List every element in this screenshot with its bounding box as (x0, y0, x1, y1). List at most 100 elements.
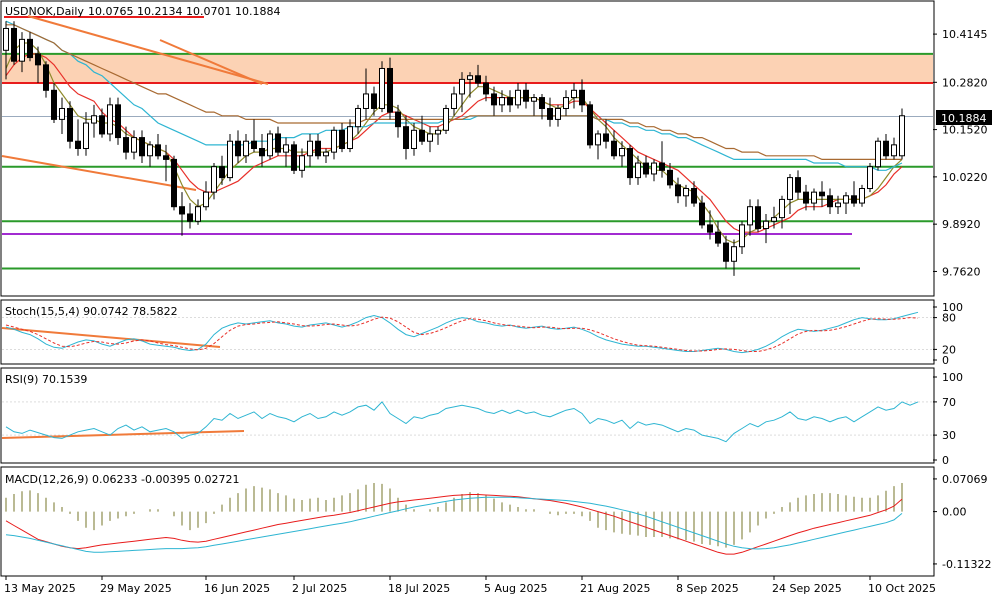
candle (755, 199, 761, 233)
date-axis-tick: 29 May 2025 (100, 582, 172, 595)
candle (435, 126, 441, 145)
candle-bear (75, 140, 81, 150)
candle (171, 155, 177, 211)
candle-bull (619, 148, 625, 157)
stoch-trendline (1, 327, 221, 348)
candle (267, 130, 273, 160)
candle (179, 192, 185, 236)
candle-bear (387, 67, 393, 113)
candle-bear (755, 206, 761, 230)
candle (811, 188, 817, 211)
candle (27, 32, 33, 62)
price-axis-tick: 9.7620 (942, 265, 981, 278)
candle (331, 126, 337, 160)
candle (771, 206, 777, 229)
candle (595, 130, 601, 160)
candle (563, 90, 569, 116)
rsi-layer (1, 401, 933, 443)
candle (619, 141, 625, 167)
candle-bull (731, 246, 737, 262)
date-axis-tick: 10 Oct 2025 (868, 582, 936, 595)
candle-bull (811, 191, 817, 204)
price-axis-tick: 10.4145 (942, 28, 988, 41)
candle (35, 46, 41, 84)
candle-bear (99, 115, 105, 135)
candle (851, 181, 857, 207)
panel-rsi (0, 367, 935, 464)
candle-bull (267, 133, 273, 157)
candle-bull (451, 93, 457, 109)
candle-bear (627, 148, 633, 179)
candle-bull (867, 166, 873, 190)
candle (483, 75, 489, 102)
candle (475, 64, 481, 87)
candle (259, 133, 265, 167)
date-axis-tick: 2 Jul 2025 (292, 582, 347, 595)
candle (299, 148, 305, 178)
candle-bull (331, 129, 337, 153)
candle (859, 184, 865, 207)
candle (507, 90, 513, 113)
candle (515, 83, 521, 109)
date-axis-tick: 16 Jun 2025 (204, 582, 270, 595)
rsi-axis-tick: 100 (942, 371, 963, 384)
candle (643, 155, 649, 178)
candle (675, 177, 681, 204)
candle-bear (187, 213, 193, 222)
candle (715, 221, 721, 247)
candle-bull (515, 89, 521, 106)
candle-bull (843, 195, 849, 204)
candle (491, 86, 497, 116)
candle-bear (419, 129, 425, 142)
candle-bull (763, 220, 769, 230)
candle (235, 130, 241, 164)
candle (667, 163, 673, 189)
candle (547, 97, 553, 127)
candle (891, 137, 897, 160)
date-axis-tick: 5 Aug 2025 (484, 582, 547, 595)
panel-macd (0, 466, 935, 577)
candle (203, 181, 209, 211)
candle-bull (363, 93, 369, 109)
candle (163, 144, 169, 182)
candle-bear (371, 93, 377, 109)
macd-title: MACD(12,26,9) 0.06233 -0.00395 0.02721 (5, 473, 239, 486)
candle (11, 21, 17, 65)
stoch-axis-tick: 0 (942, 354, 949, 367)
candle-bull (3, 27, 9, 51)
candle-bear (667, 169, 673, 186)
candle (571, 83, 577, 109)
candle-bear (603, 133, 609, 142)
candle (411, 123, 417, 156)
stoch-title: Stoch(15,5,4) 90.0742 78.5822 (5, 305, 178, 318)
macd-main-line (5, 496, 903, 553)
candle-bear (403, 126, 409, 150)
candle-bull (427, 133, 433, 142)
candle-bull (683, 188, 689, 197)
candle-bull (443, 107, 449, 131)
date-axis-tick: 13 May 2025 (4, 582, 76, 595)
candle (227, 133, 233, 182)
macd-axis-tick: 0.00 (942, 506, 967, 519)
candle (107, 97, 113, 142)
candle-bear (491, 93, 497, 106)
candle (419, 115, 425, 145)
rsi-title: RSI(9) 70.1539 (5, 373, 87, 386)
candle (731, 239, 737, 276)
candle-bull (323, 151, 329, 157)
candle-bull (739, 224, 745, 248)
candle-bull (835, 202, 841, 208)
candle-bear (35, 53, 41, 66)
date-axis-tick: 24 Sep 2025 (772, 582, 842, 595)
candle (131, 130, 137, 160)
candle (115, 97, 121, 145)
candle-bear (171, 158, 177, 208)
candle (99, 108, 105, 138)
candle (155, 133, 161, 160)
candle-bull (307, 140, 313, 157)
stoch-main-line (5, 311, 919, 354)
rsi-axis-tick: 30 (942, 429, 956, 442)
stoch-signal-line (5, 316, 919, 352)
candle-bear (219, 166, 225, 179)
